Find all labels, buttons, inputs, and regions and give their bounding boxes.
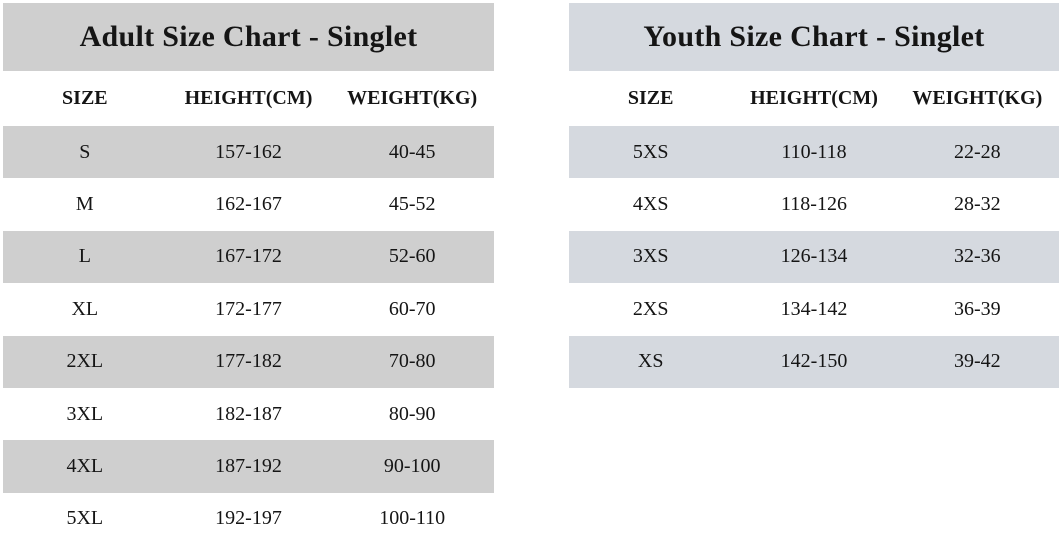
weight-column-header: WEIGHT(KG) (912, 87, 1043, 109)
size-cell: XL (71, 297, 99, 320)
height-cell: 167-172 (215, 245, 282, 268)
weight-cell: 60-70 (388, 297, 436, 320)
height-cell: 162-167 (215, 193, 282, 216)
table-row: 3XL 182-187 80-90 (3, 387, 494, 441)
table-row: 2XS 134-142 36-39 (569, 283, 1059, 336)
height-column-header: HEIGHT(CM) (750, 87, 878, 109)
size-cell: 3XS (632, 245, 669, 268)
size-cell: 5XS (632, 140, 669, 163)
size-cell: L (78, 245, 91, 268)
table-row: 2XL 177-182 70-80 (3, 335, 494, 388)
adult-column-headers: SIZE HEIGHT(CM) WEIGHT(KG) (3, 71, 494, 126)
table-row: 5XS 110-118 22-28 (569, 126, 1059, 179)
weight-cell: 40-45 (388, 140, 436, 163)
size-cell: XS (637, 350, 664, 373)
weight-cell: 28-32 (953, 193, 1001, 216)
height-column-header: HEIGHT(CM) (184, 87, 313, 109)
size-cell: 4XL (66, 455, 104, 478)
height-cell: 110-118 (781, 140, 847, 163)
height-cell: 126-134 (780, 245, 848, 268)
weight-cell: 70-80 (388, 350, 436, 373)
size-cell: 3XL (66, 402, 104, 425)
height-cell: 192-197 (215, 507, 282, 530)
height-cell: 118-126 (781, 193, 847, 216)
height-cell: 142-150 (780, 350, 848, 373)
table-row: M 162-167 45-52 (3, 178, 494, 231)
weight-cell: 100-110 (379, 507, 446, 530)
adult-table-title: Adult Size Chart - Singlet (3, 3, 494, 71)
height-cell: 134-142 (780, 297, 848, 320)
size-cell: S (79, 140, 91, 163)
height-cell: 177-182 (215, 350, 282, 373)
adult-table-rows: S 157-162 40-45 M 162-167 45-52 L 167-172 52-60 X… (3, 126, 494, 546)
youth-size-table: Youth Size Chart - Singlet SIZE HEIGHT(C… (569, 3, 1059, 388)
weight-cell: 45-52 (388, 193, 436, 216)
size-cell: M (75, 193, 94, 216)
size-cell: 4XS (632, 193, 669, 216)
weight-column-header: WEIGHT(KG) (347, 87, 478, 109)
size-cell: 2XS (632, 297, 669, 320)
height-cell: 182-187 (215, 402, 282, 425)
weight-cell: 80-90 (388, 402, 436, 425)
weight-cell: 32-36 (953, 245, 1001, 268)
table-row: XS 142-150 39-42 (569, 335, 1059, 388)
youth-column-headers: SIZE HEIGHT(CM) WEIGHT(KG) (569, 71, 1059, 126)
weight-cell: 90-100 (383, 455, 441, 478)
size-column-header: SIZE (62, 87, 108, 109)
table-row: 4XS 118-126 28-32 (569, 178, 1059, 231)
table-row: 3XS 126-134 32-36 (569, 230, 1059, 284)
adult-size-table: Adult Size Chart - Singlet SIZE HEIGHT(C… (3, 3, 494, 546)
height-cell: 157-162 (215, 140, 282, 163)
youth-table-title: Youth Size Chart - Singlet (569, 3, 1059, 71)
height-cell: 187-192 (215, 455, 282, 478)
weight-cell: 22-28 (953, 140, 1001, 163)
size-cell: 5XL (66, 507, 104, 530)
size-column-header: SIZE (627, 87, 674, 109)
youth-table-rows: 5XS 110-118 22-28 4XS 118-126 28-32 3XS 126-134… (569, 126, 1059, 388)
table-row: S 157-162 40-45 (3, 126, 494, 179)
size-cell: 2XL (66, 350, 104, 373)
table-row: 4XL 187-192 90-100 (3, 440, 494, 493)
table-row: L 167-172 52-60 (3, 230, 494, 284)
table-row: XL 172-177 60-70 (3, 283, 494, 336)
weight-cell: 36-39 (953, 297, 1001, 320)
height-cell: 172-177 (215, 297, 282, 320)
weight-cell: 52-60 (388, 245, 436, 268)
weight-cell: 39-42 (953, 350, 1001, 373)
table-row: 5XL 192-197 100-110 (3, 492, 494, 546)
